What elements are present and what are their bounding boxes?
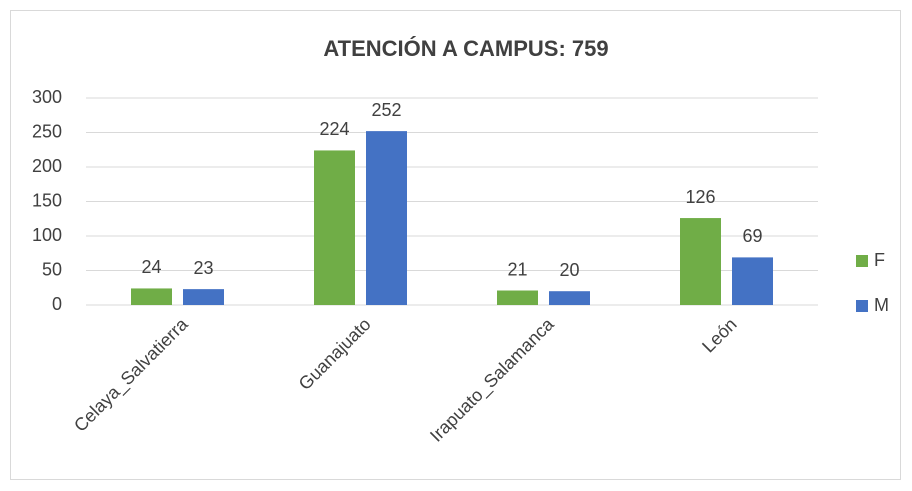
data-label: 224 [319,119,349,139]
bar [314,150,355,305]
data-label: 69 [742,226,762,246]
y-tick-label: 100 [32,225,62,245]
legend-swatch [856,255,868,267]
bar [549,291,590,305]
y-tick-label: 50 [42,259,62,279]
bar [131,288,172,305]
data-label: 24 [141,257,161,277]
bar [680,218,721,305]
legend-swatch [856,300,868,312]
data-label: 21 [507,259,527,279]
bar [366,131,407,305]
y-tick-label: 250 [32,121,62,141]
y-tick-label: 200 [32,156,62,176]
chart-title: ATENCIÓN A CAMPUS: 759 [323,36,608,61]
bar [732,257,773,305]
y-tick-label: 0 [52,294,62,314]
y-tick-label: 150 [32,190,62,210]
data-label: 20 [559,260,579,280]
data-label: 126 [685,187,715,207]
y-tick-label: 300 [32,87,62,107]
legend-label: M [874,295,889,315]
chart-border [10,10,901,480]
data-label: 252 [371,100,401,120]
data-label: 23 [193,258,213,278]
legend-label: F [874,250,885,270]
bar [183,289,224,305]
bar [497,290,538,305]
